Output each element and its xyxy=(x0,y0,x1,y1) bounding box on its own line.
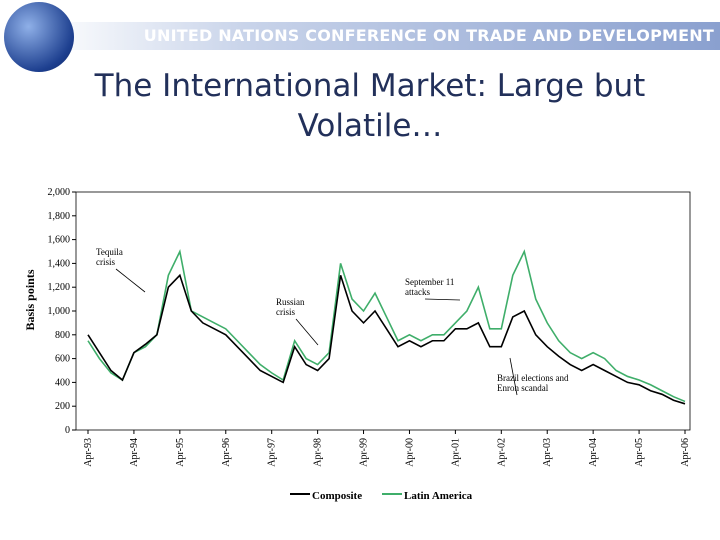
y-axis-label: Basis points xyxy=(23,269,37,330)
y-tick-label: 800 xyxy=(55,330,70,341)
series-line xyxy=(87,248,686,403)
x-tick-label: Apr-95 xyxy=(175,438,186,467)
legend-label: Composite xyxy=(312,490,362,502)
y-tick-label: 1,000 xyxy=(48,306,71,317)
y-tick-label: 1,400 xyxy=(48,258,71,269)
annotation-arrow xyxy=(509,357,518,396)
x-tick-label: Apr-94 xyxy=(129,438,140,467)
x-tick-label: Apr-93 xyxy=(83,438,94,467)
y-tick-label: 1,800 xyxy=(48,211,71,222)
y-tick-label: 2,000 xyxy=(48,187,71,198)
logo xyxy=(4,2,74,72)
x-tick-label: Apr-05 xyxy=(634,438,645,467)
y-tick-label: 400 xyxy=(55,377,70,388)
slide-title: The International Market: Large but Vola… xyxy=(94,68,646,144)
x-tick-label: Apr-98 xyxy=(313,438,324,467)
y-tick-label: 200 xyxy=(55,401,70,412)
annotation: Russian crisis xyxy=(276,297,305,317)
header-text: UNITED NATIONS CONFERENCE ON TRADE AND D… xyxy=(143,26,714,45)
annotation: September 11 attacks xyxy=(405,277,454,297)
x-tick-label: Apr-04 xyxy=(588,438,599,467)
annotation: Tequila crisis xyxy=(96,247,123,267)
annotation: Brazil elections and Enron scandal xyxy=(497,373,569,393)
y-tick-label: 1,200 xyxy=(48,282,71,293)
x-tick-label: Apr-00 xyxy=(404,438,415,467)
y-tick-label: 0 xyxy=(65,425,70,436)
annotation-arrow xyxy=(115,268,146,293)
x-tick-label: Apr-99 xyxy=(359,438,370,467)
annotation-arrow xyxy=(424,298,461,301)
x-tick-label: Apr-96 xyxy=(221,438,232,467)
x-tick-label: Apr-03 xyxy=(542,438,553,467)
y-tick-label: 1,600 xyxy=(48,235,71,246)
x-tick-label: Apr-02 xyxy=(496,438,507,467)
series-line xyxy=(87,273,686,405)
y-tick-label: 600 xyxy=(55,354,70,365)
x-tick-label: Apr-06 xyxy=(680,438,691,467)
x-tick-label: Apr-97 xyxy=(267,438,278,467)
x-tick-label: Apr-01 xyxy=(450,438,461,467)
legend-label: Latin America xyxy=(404,490,473,502)
annotation-arrow xyxy=(295,318,319,346)
header-bar: UNITED NATIONS CONFERENCE ON TRADE AND D… xyxy=(40,22,720,50)
